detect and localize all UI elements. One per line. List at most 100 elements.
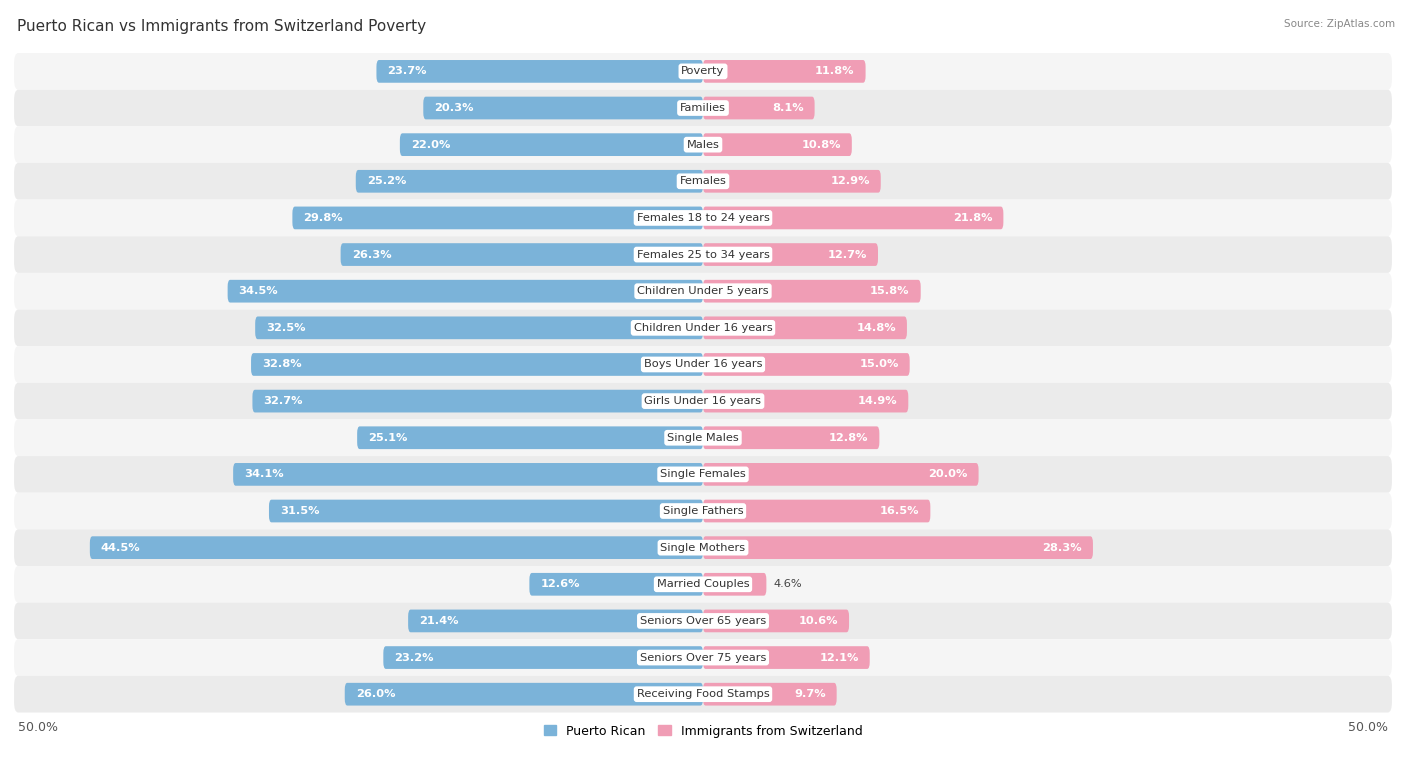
- FancyBboxPatch shape: [703, 683, 837, 706]
- Text: Boys Under 16 years: Boys Under 16 years: [644, 359, 762, 369]
- Text: 29.8%: 29.8%: [304, 213, 343, 223]
- FancyBboxPatch shape: [90, 537, 703, 559]
- Text: Single Mothers: Single Mothers: [661, 543, 745, 553]
- FancyBboxPatch shape: [253, 390, 703, 412]
- FancyBboxPatch shape: [399, 133, 703, 156]
- Text: Single Fathers: Single Fathers: [662, 506, 744, 516]
- FancyBboxPatch shape: [14, 493, 1392, 529]
- Text: 10.8%: 10.8%: [801, 139, 841, 149]
- FancyBboxPatch shape: [14, 566, 1392, 603]
- Legend: Puerto Rican, Immigrants from Switzerland: Puerto Rican, Immigrants from Switzerlan…: [538, 719, 868, 743]
- Text: Seniors Over 65 years: Seniors Over 65 years: [640, 616, 766, 626]
- Text: 25.2%: 25.2%: [367, 177, 406, 186]
- FancyBboxPatch shape: [14, 273, 1392, 309]
- Text: Seniors Over 75 years: Seniors Over 75 years: [640, 653, 766, 662]
- Text: 23.2%: 23.2%: [394, 653, 434, 662]
- FancyBboxPatch shape: [14, 163, 1392, 199]
- FancyBboxPatch shape: [384, 647, 703, 669]
- Text: 12.9%: 12.9%: [830, 177, 870, 186]
- FancyBboxPatch shape: [14, 53, 1392, 89]
- Text: 21.8%: 21.8%: [953, 213, 993, 223]
- FancyBboxPatch shape: [377, 60, 703, 83]
- FancyBboxPatch shape: [14, 346, 1392, 383]
- Text: 4.6%: 4.6%: [773, 579, 801, 589]
- FancyBboxPatch shape: [233, 463, 703, 486]
- FancyBboxPatch shape: [703, 207, 1004, 229]
- FancyBboxPatch shape: [14, 89, 1392, 127]
- Text: Girls Under 16 years: Girls Under 16 years: [644, 396, 762, 406]
- FancyBboxPatch shape: [357, 427, 703, 449]
- FancyBboxPatch shape: [703, 573, 766, 596]
- FancyBboxPatch shape: [14, 456, 1392, 493]
- FancyBboxPatch shape: [14, 603, 1392, 639]
- Text: 25.1%: 25.1%: [368, 433, 408, 443]
- Text: 20.3%: 20.3%: [434, 103, 474, 113]
- Text: Source: ZipAtlas.com: Source: ZipAtlas.com: [1284, 19, 1395, 29]
- Text: 22.0%: 22.0%: [411, 139, 450, 149]
- Text: Males: Males: [686, 139, 720, 149]
- Text: 12.1%: 12.1%: [820, 653, 859, 662]
- Text: Females 18 to 24 years: Females 18 to 24 years: [637, 213, 769, 223]
- Text: 44.5%: 44.5%: [101, 543, 141, 553]
- Text: 50.0%: 50.0%: [18, 721, 58, 734]
- FancyBboxPatch shape: [703, 537, 1092, 559]
- FancyBboxPatch shape: [344, 683, 703, 706]
- Text: Single Females: Single Females: [661, 469, 745, 479]
- Text: 12.8%: 12.8%: [830, 433, 869, 443]
- FancyBboxPatch shape: [530, 573, 703, 596]
- FancyBboxPatch shape: [252, 353, 703, 376]
- FancyBboxPatch shape: [423, 97, 703, 119]
- Text: Single Males: Single Males: [666, 433, 740, 443]
- FancyBboxPatch shape: [14, 383, 1392, 419]
- FancyBboxPatch shape: [14, 529, 1392, 566]
- Text: 32.7%: 32.7%: [263, 396, 302, 406]
- FancyBboxPatch shape: [14, 419, 1392, 456]
- Text: 9.7%: 9.7%: [794, 689, 825, 699]
- Text: Poverty: Poverty: [682, 67, 724, 77]
- FancyBboxPatch shape: [703, 390, 908, 412]
- FancyBboxPatch shape: [703, 353, 910, 376]
- FancyBboxPatch shape: [703, 97, 814, 119]
- FancyBboxPatch shape: [703, 60, 866, 83]
- Text: Families: Families: [681, 103, 725, 113]
- Text: 26.3%: 26.3%: [352, 249, 391, 259]
- FancyBboxPatch shape: [703, 243, 877, 266]
- Text: 12.6%: 12.6%: [540, 579, 579, 589]
- FancyBboxPatch shape: [14, 127, 1392, 163]
- Text: Females: Females: [679, 177, 727, 186]
- FancyBboxPatch shape: [14, 309, 1392, 346]
- Text: Females 25 to 34 years: Females 25 to 34 years: [637, 249, 769, 259]
- FancyBboxPatch shape: [703, 609, 849, 632]
- Text: 15.8%: 15.8%: [870, 287, 910, 296]
- Text: Children Under 16 years: Children Under 16 years: [634, 323, 772, 333]
- FancyBboxPatch shape: [356, 170, 703, 193]
- Text: 34.5%: 34.5%: [239, 287, 278, 296]
- FancyBboxPatch shape: [228, 280, 703, 302]
- FancyBboxPatch shape: [703, 280, 921, 302]
- Text: 10.6%: 10.6%: [799, 616, 838, 626]
- FancyBboxPatch shape: [254, 317, 703, 339]
- FancyBboxPatch shape: [292, 207, 703, 229]
- Text: 16.5%: 16.5%: [880, 506, 920, 516]
- FancyBboxPatch shape: [14, 199, 1392, 236]
- Text: 31.5%: 31.5%: [280, 506, 319, 516]
- Text: Puerto Rican vs Immigrants from Switzerland Poverty: Puerto Rican vs Immigrants from Switzerl…: [17, 19, 426, 34]
- Text: 8.1%: 8.1%: [772, 103, 804, 113]
- FancyBboxPatch shape: [269, 500, 703, 522]
- FancyBboxPatch shape: [14, 676, 1392, 713]
- Text: 11.8%: 11.8%: [815, 67, 855, 77]
- Text: 15.0%: 15.0%: [859, 359, 898, 369]
- FancyBboxPatch shape: [408, 609, 703, 632]
- Text: 12.7%: 12.7%: [828, 249, 868, 259]
- FancyBboxPatch shape: [703, 133, 852, 156]
- Text: 26.0%: 26.0%: [356, 689, 395, 699]
- Text: 14.8%: 14.8%: [856, 323, 896, 333]
- Text: 32.5%: 32.5%: [266, 323, 305, 333]
- Text: Children Under 5 years: Children Under 5 years: [637, 287, 769, 296]
- Text: 50.0%: 50.0%: [1348, 721, 1388, 734]
- FancyBboxPatch shape: [703, 500, 931, 522]
- FancyBboxPatch shape: [703, 170, 880, 193]
- Text: Receiving Food Stamps: Receiving Food Stamps: [637, 689, 769, 699]
- FancyBboxPatch shape: [703, 647, 870, 669]
- FancyBboxPatch shape: [703, 463, 979, 486]
